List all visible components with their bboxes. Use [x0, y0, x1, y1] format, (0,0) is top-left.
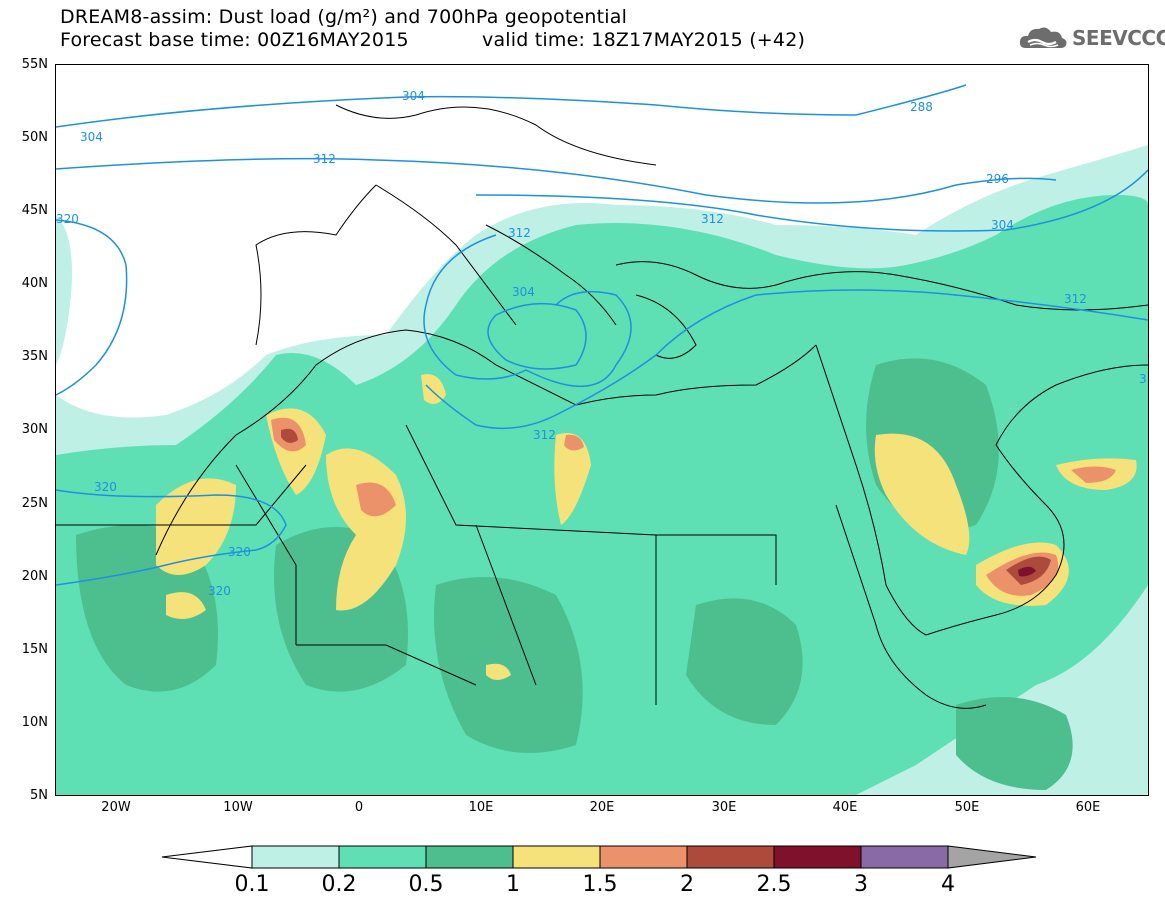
dust-field-very-high	[564, 434, 584, 451]
dust-field-dense	[434, 577, 583, 753]
colorbar-label: 0.1	[234, 872, 270, 897]
dust-field-high	[156, 478, 236, 575]
lon-label: 0	[354, 800, 364, 815]
dust-field-very-high	[356, 482, 396, 517]
dust-field-high	[421, 374, 446, 404]
contour-labels: 304 304 288 312 296 320 312 312 304 312 …	[56, 89, 1147, 598]
lon-label: 60E	[1075, 800, 1101, 815]
colorbar-segment	[860, 845, 949, 869]
lat-label: 30N	[21, 422, 48, 437]
contour-label: 312	[508, 226, 531, 240]
map-title: DREAM8-assim: Dust load (g/m²) and 700hP…	[60, 6, 628, 28]
contour-label: 3	[1139, 372, 1147, 386]
colorbar-label: 1.5	[582, 872, 618, 897]
contour-label: 312	[701, 212, 724, 226]
contour-label: 312	[313, 152, 336, 166]
lon-label: 50E	[954, 800, 980, 815]
dust-field-medium-east	[676, 255, 1148, 335]
colorbar-segment	[773, 845, 862, 869]
colorbar-segment	[425, 845, 514, 869]
colorbar-max-arrow	[947, 845, 1037, 869]
dust-field-high	[166, 592, 206, 619]
contour-label: 288	[910, 100, 933, 114]
contour-label: 304	[80, 130, 103, 144]
dust-field-dense	[956, 697, 1073, 790]
lon-label: 10W	[223, 800, 253, 815]
dust-field-dense	[686, 598, 803, 725]
dust-field-very-high	[1071, 466, 1116, 483]
colorbar-label: 0.2	[321, 872, 357, 897]
colorbar-min-arrow	[161, 845, 253, 869]
lat-label: 25N	[21, 496, 48, 511]
dust-field-extreme	[1018, 566, 1036, 577]
lon-label: 10E	[468, 800, 494, 815]
colorbar-label: 0.5	[408, 872, 444, 897]
contour-label: 320	[228, 545, 251, 559]
colorbar-segment	[251, 845, 340, 869]
contour-label: 296	[986, 172, 1009, 186]
contour-label: 312	[533, 428, 556, 442]
colorbar-label: 2	[680, 872, 694, 897]
dust-field-extreme	[281, 428, 298, 443]
colorbar-label: 4	[941, 872, 955, 897]
contour-label: 320	[94, 480, 117, 494]
contour-label: 304	[402, 89, 425, 103]
colorbar-segment	[686, 845, 775, 869]
dust-field-high	[874, 433, 970, 555]
contour-label: 304	[991, 218, 1014, 232]
lat-label: 15N	[21, 642, 48, 657]
lat-label: 45N	[21, 203, 48, 218]
logo-text: SEEVCCC	[1072, 26, 1165, 50]
lat-label: 35N	[21, 349, 48, 364]
colorbar-segment	[599, 845, 688, 869]
seevccc-logo: SEEVCCC	[1018, 24, 1165, 52]
colorbar	[161, 845, 1037, 869]
lat-label: 5N	[30, 788, 48, 803]
contour-label: 312	[1064, 292, 1087, 306]
colorbar-label: 3	[854, 872, 868, 897]
lon-label: 40E	[832, 800, 858, 815]
colorbar-label: 1	[506, 872, 520, 897]
map-canvas: 304 304 288 312 296 320 312 312 304 312 …	[56, 84, 1148, 795]
valid-time: valid time: 18Z17MAY2015 (+42)	[482, 29, 806, 51]
dust-field-high	[554, 433, 591, 525]
lat-label: 20N	[21, 569, 48, 584]
forecast-base-time: Forecast base time: 00Z16MAY2015	[60, 29, 409, 51]
colorbar-label: 2.5	[756, 872, 792, 897]
lon-label: 30E	[711, 800, 737, 815]
colorbar-segment	[512, 845, 601, 869]
lat-label: 10N	[21, 715, 48, 730]
contour-label: 320	[208, 584, 231, 598]
dust-field-high	[486, 663, 511, 680]
contour-label: 304	[512, 285, 535, 299]
lat-label: 55N	[21, 57, 48, 72]
colorbar-segment	[338, 845, 427, 869]
dust-load-map: 304 304 288 312 296 320 312 312 304 312 …	[55, 64, 1149, 796]
coastlines	[56, 104, 1148, 709]
contour-label: 320	[56, 212, 79, 226]
lat-label: 40N	[21, 276, 48, 291]
lon-label: 20W	[101, 800, 131, 815]
geopotential-contours	[56, 84, 1148, 586]
dust-field-low-west	[56, 215, 72, 365]
lat-label: 50N	[21, 130, 48, 145]
cloud-icon	[1019, 27, 1067, 48]
lon-label: 20E	[589, 800, 615, 815]
